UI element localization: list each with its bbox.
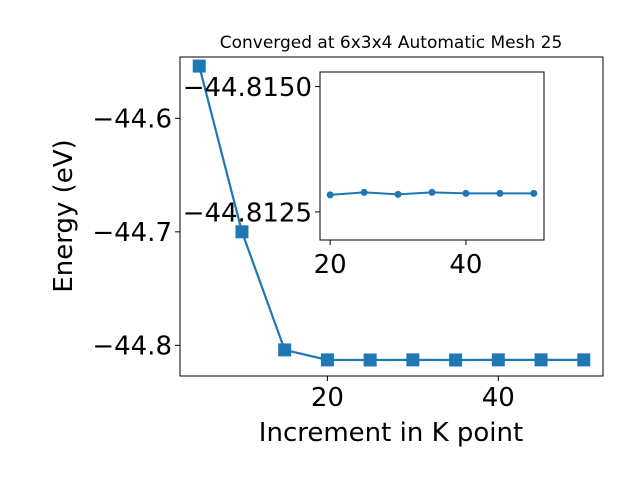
inset-data-point [462,189,470,197]
main-x-tick-label: 20 [311,383,344,413]
main-data-point [449,353,463,367]
inset-data-point [428,188,436,196]
main-data-point [491,353,505,367]
main-title: Converged at 6x3x4 Automatic Mesh 25 [220,33,563,53]
inset-y-tick-label: −44.8125 [183,198,312,228]
main-plot: 20 40 −44.6 −44.7 −44.8 [92,59,591,413]
inset-data-point [496,189,504,197]
inset-plot: 20 40 −44.8150 −44.8125 [183,73,538,280]
main-data-point [278,343,292,357]
inset-data-point [360,188,368,196]
y-axis-label: Energy (eV) [49,139,79,292]
main-data-point [235,225,249,239]
inset-axes-background [320,72,544,240]
main-data-point [363,353,377,367]
main-data-point [577,353,591,367]
inset-y-tick-label: −44.8150 [183,73,312,103]
main-x-tick-label: 40 [482,383,515,413]
main-y-tick-label: −44.8 [92,332,172,362]
main-series-line [198,65,584,362]
main-data-point [320,353,334,367]
inset-x-tick-label: 40 [449,250,482,280]
main-y-tick-label: −44.6 [92,105,172,135]
main-axes-frame [179,56,604,377]
main-data-point [406,353,420,367]
main-y-tick-label: −44.7 [92,218,172,248]
main-data-point [192,59,206,73]
inset-data-point [530,189,538,197]
inset-axes-frame [319,71,545,241]
main-data-point [534,353,548,367]
inset-data-point [326,191,334,199]
inset-data-point [394,190,402,198]
inset-x-tick-label: 20 [314,250,347,280]
x-axis-label: Increment in K point [259,418,523,448]
